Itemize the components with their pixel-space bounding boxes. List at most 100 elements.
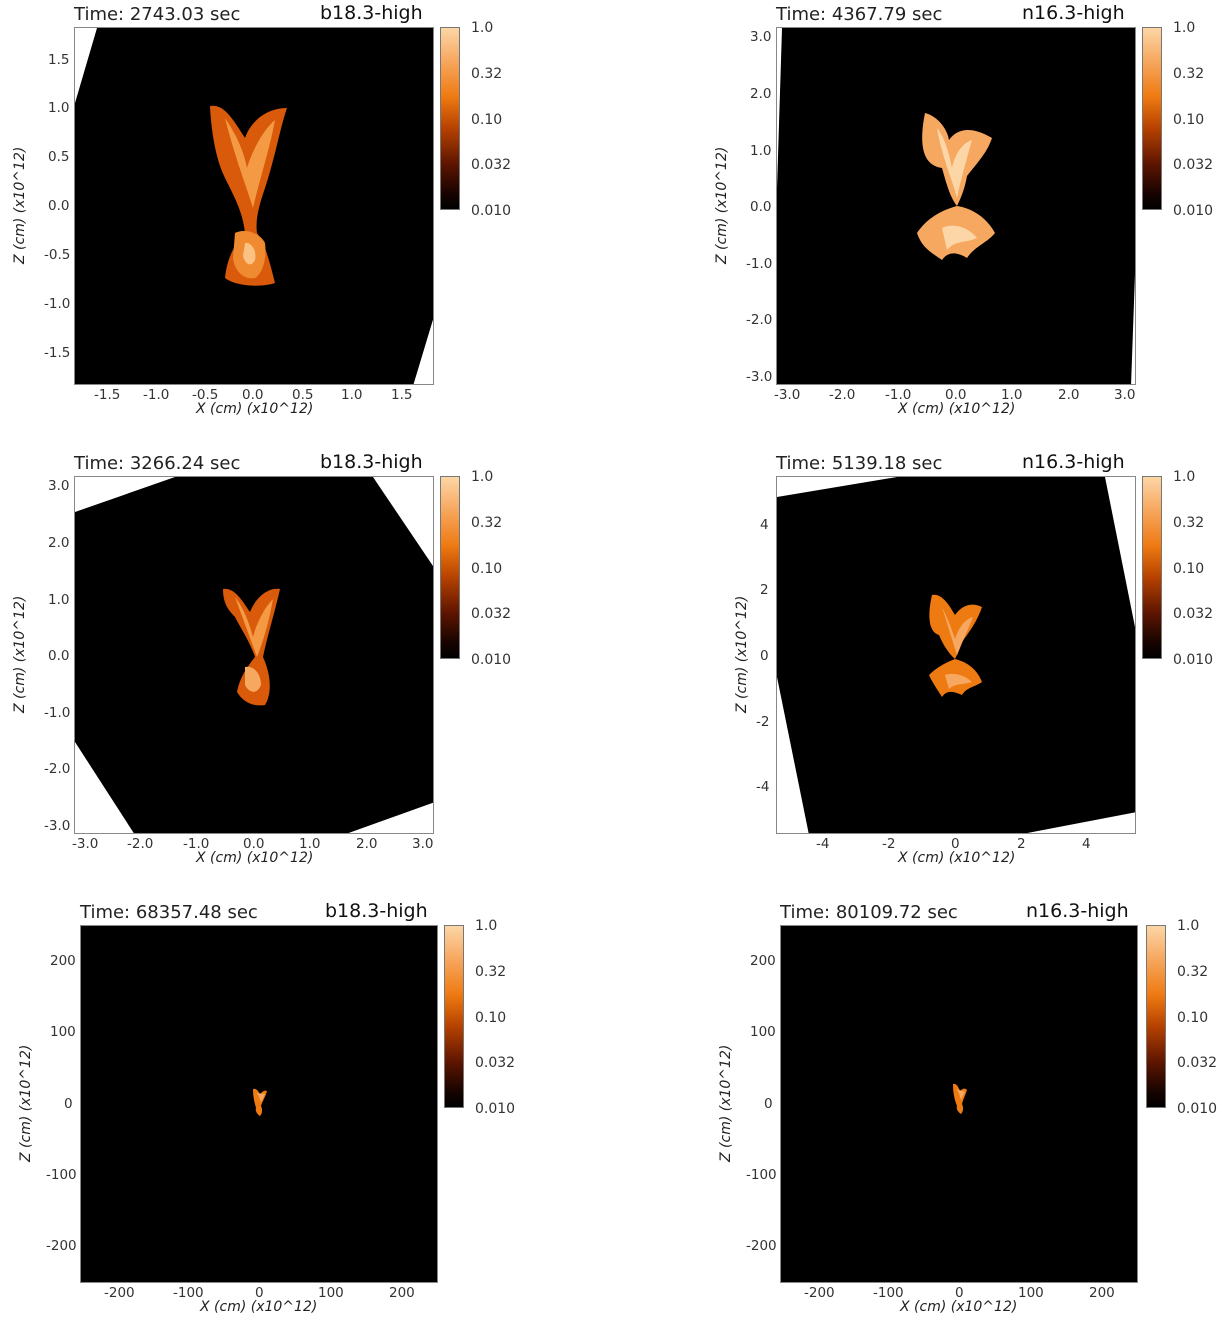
- y-tick: 0.0: [750, 199, 772, 215]
- y-tick: 1.0: [750, 143, 772, 159]
- x-tick: 2.0: [356, 836, 378, 852]
- plot-image: [75, 477, 433, 833]
- colorbar-tick: 0.32: [471, 515, 503, 531]
- y-axis-label: Z (cm) (x10^12): [18, 1044, 34, 1162]
- panel-time: Time: 68357.48 sec: [80, 902, 258, 923]
- y-tick: 2.0: [750, 86, 772, 102]
- y-tick: -200: [46, 1238, 77, 1254]
- x-tick: -4: [816, 836, 830, 852]
- y-tick: 100: [50, 1024, 76, 1040]
- panel-time: Time: 5139.18 sec: [776, 453, 943, 474]
- plot-area: [776, 476, 1136, 834]
- colorbar-tick: 0.10: [475, 1010, 507, 1026]
- colorbar-tick: 0.032: [1173, 606, 1214, 622]
- colorbar-tick: 0.010: [1173, 652, 1214, 668]
- y-tick: 0.0: [48, 198, 70, 214]
- y-tick: 0.5: [48, 149, 70, 165]
- panel-6: Time: 80109.72 sec n16.3-high 200 100 0 …: [702, 898, 1220, 1338]
- colorbar-tick: 0.10: [1173, 561, 1205, 577]
- colorbar-tick: 0.10: [471, 112, 503, 128]
- panel-model: n16.3-high: [1026, 900, 1129, 922]
- x-tick: 3.0: [1114, 387, 1136, 403]
- y-tick: 1.0: [48, 592, 70, 608]
- plot-area: [780, 925, 1138, 1283]
- colorbar-tick: 0.10: [1173, 112, 1205, 128]
- x-tick: -200: [104, 1285, 135, 1301]
- colorbar-tick: 0.32: [1173, 66, 1205, 82]
- colorbar-tick: 0.010: [471, 203, 512, 219]
- x-tick: -100: [873, 1285, 904, 1301]
- x-tick: 1.0: [299, 836, 321, 852]
- x-axis-label: X (cm) (x10^12): [898, 401, 1016, 417]
- panel-5: Time: 68357.48 sec b18.3-high 200 100 0 …: [0, 898, 560, 1338]
- y-axis-label: Z (cm) (x10^12): [12, 595, 28, 713]
- y-tick: 100: [750, 1024, 776, 1040]
- y-tick: -2.0: [44, 761, 71, 777]
- colorbar: [1146, 925, 1166, 1108]
- colorbar-tick: 0.032: [475, 1055, 516, 1071]
- y-tick: -1.5: [44, 345, 71, 361]
- panel-3: Time: 3266.24 sec b18.3-high 3.0 2.0 1.0…: [0, 449, 560, 889]
- flame-jet: [917, 113, 995, 260]
- x-tick: 200: [389, 1285, 415, 1301]
- x-tick: 100: [318, 1285, 344, 1301]
- panel-model: n16.3-high: [1022, 451, 1125, 473]
- y-tick: -100: [46, 1167, 77, 1183]
- y-tick: 0: [760, 648, 769, 664]
- colorbar-tick: 0.32: [1177, 964, 1209, 980]
- colorbar-tick: 0.32: [475, 964, 507, 980]
- flame-jet: [253, 1088, 267, 1116]
- y-tick: 0.0: [48, 648, 70, 664]
- x-axis-label: X (cm) (x10^12): [200, 1299, 318, 1315]
- y-tick: -100: [746, 1167, 777, 1183]
- colorbar-tick: 0.32: [1173, 515, 1205, 531]
- colorbar-tick: 1.0: [1173, 469, 1196, 485]
- y-tick: 0: [64, 1096, 73, 1112]
- y-tick: 200: [50, 953, 76, 969]
- plot-area: [776, 27, 1136, 385]
- colorbar-tick: 0.032: [471, 606, 512, 622]
- y-tick: 3.0: [750, 29, 772, 45]
- x-tick: 100: [1018, 1285, 1044, 1301]
- colorbar-tick: 1.0: [1173, 20, 1196, 36]
- y-tick: 2: [760, 582, 769, 598]
- x-axis-label: X (cm) (x10^12): [900, 1299, 1018, 1315]
- colorbar-tick: 0.032: [1173, 157, 1214, 173]
- y-tick: -0.5: [44, 247, 71, 263]
- x-tick: -100: [173, 1285, 204, 1301]
- plot-image: [777, 477, 1135, 833]
- plot-image: [781, 926, 1137, 1282]
- y-axis-label: Z (cm) (x10^12): [718, 1044, 734, 1162]
- x-tick: 1.0: [1001, 387, 1023, 403]
- x-tick: 0.0: [945, 387, 967, 403]
- colorbar-tick: 0.010: [475, 1101, 516, 1117]
- panel-model: n16.3-high: [1022, 2, 1125, 24]
- colorbar-tick: 0.010: [471, 652, 512, 668]
- x-tick: -1.0: [885, 387, 912, 403]
- x-tick: 2: [1017, 836, 1026, 852]
- y-tick: 3.0: [48, 478, 70, 494]
- colorbar-tick: 1.0: [471, 20, 494, 36]
- panel-model: b18.3-high: [325, 900, 428, 922]
- y-axis-label: Z (cm) (x10^12): [12, 146, 28, 264]
- y-tick: -4: [756, 779, 770, 795]
- flame-jet: [929, 594, 982, 697]
- colorbar-tick: 1.0: [475, 918, 498, 934]
- plot-image: [81, 926, 437, 1282]
- panel-4: Time: 5139.18 sec n16.3-high 4 2 0 -2 -4…: [702, 449, 1220, 889]
- plot-image: [75, 28, 433, 384]
- y-tick: -2: [756, 714, 770, 730]
- colorbar-tick: 0.10: [471, 561, 503, 577]
- y-tick: -1.0: [44, 705, 71, 721]
- y-tick: 1.0: [48, 100, 70, 116]
- colorbar: [1142, 27, 1162, 210]
- flame-jet: [210, 105, 287, 286]
- x-axis-label: X (cm) (x10^12): [196, 850, 314, 866]
- x-tick: 0.0: [242, 387, 264, 403]
- y-axis-label: Z (cm) (x10^12): [714, 146, 730, 264]
- plot-area: [74, 27, 434, 385]
- x-tick: 0.5: [292, 387, 314, 403]
- x-tick: -2.0: [127, 836, 154, 852]
- colorbar: [1142, 476, 1162, 659]
- y-tick: -3.0: [746, 369, 773, 385]
